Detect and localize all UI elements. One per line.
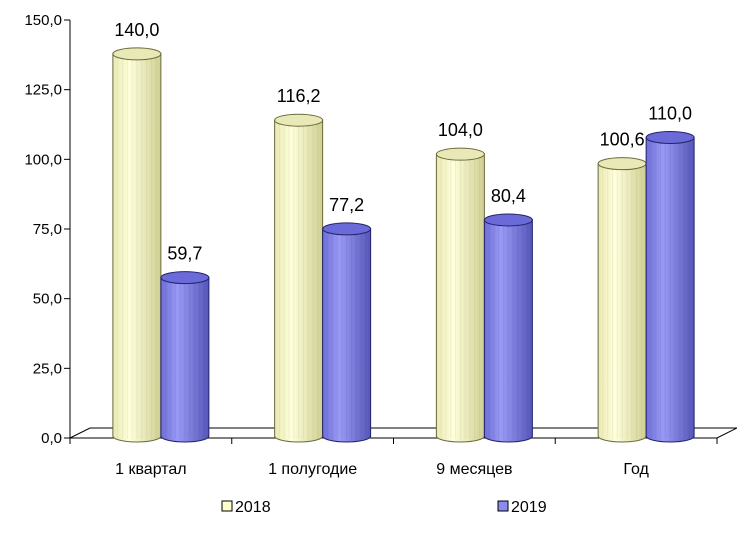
bar-2019-0 <box>160 277 210 443</box>
data-label: 77,2 <box>329 195 364 215</box>
bar-top-2018-2 <box>435 147 485 161</box>
bar-2018-3 <box>597 163 647 443</box>
bar-top-2018-3 <box>597 157 647 171</box>
x-axis: 1 квартал 1 полугодие 9 месяцев Год <box>69 438 718 478</box>
y-axis: 0,0 25,0 50,0 75,0 100,0 125,0 150,0 <box>24 12 71 447</box>
bar-top-2019-0 <box>160 271 210 285</box>
x-tick-label: 9 месяцев <box>436 461 512 478</box>
bar-2019-2 <box>483 219 533 443</box>
legend-label: 2019 <box>511 499 547 516</box>
data-label: 116,2 <box>277 86 321 106</box>
bar-top-2019-1 <box>322 222 372 236</box>
bar-top-2019-3 <box>645 130 695 144</box>
y-tick-label: 0,0 <box>41 430 62 447</box>
x-tick-label: Год <box>623 461 649 478</box>
y-tick-label: 150,0 <box>24 12 62 29</box>
data-label: 140,0 <box>114 20 159 40</box>
bars <box>112 47 695 443</box>
bar-2019-1 <box>322 228 372 443</box>
legend-swatch-2019 <box>497 500 509 512</box>
legend-label: 2018 <box>235 499 271 516</box>
data-labels: 140,0 116,2 104,0 100,6 59,7 77,2 80,4 110,0 <box>114 20 692 264</box>
legend: 2018 2019 <box>221 499 547 516</box>
bar-top-2019-2 <box>483 213 533 227</box>
legend-swatch-2018 <box>221 500 233 512</box>
data-label: 104,0 <box>438 120 483 140</box>
bar-2018-0 <box>112 53 162 443</box>
y-tick-label: 75,0 <box>33 221 62 238</box>
bar-2018-2 <box>435 153 485 443</box>
y-tick-label: 125,0 <box>24 82 62 99</box>
bar-top-2018-1 <box>274 113 324 127</box>
y-tick-label: 50,0 <box>33 291 62 308</box>
data-label: 59,7 <box>167 244 202 264</box>
data-label: 100,6 <box>600 130 645 150</box>
x-tick-label: 1 квартал <box>115 461 187 478</box>
data-label: 110,0 <box>648 103 692 123</box>
bar-top-2018-0 <box>112 47 162 61</box>
bar-2019-3 <box>645 136 695 443</box>
x-tick-label: 1 полугодие <box>268 461 357 478</box>
bar-2018-1 <box>274 119 324 443</box>
data-label: 80,4 <box>491 186 526 206</box>
y-tick-label: 25,0 <box>33 360 62 377</box>
y-tick-label: 100,0 <box>24 151 62 168</box>
